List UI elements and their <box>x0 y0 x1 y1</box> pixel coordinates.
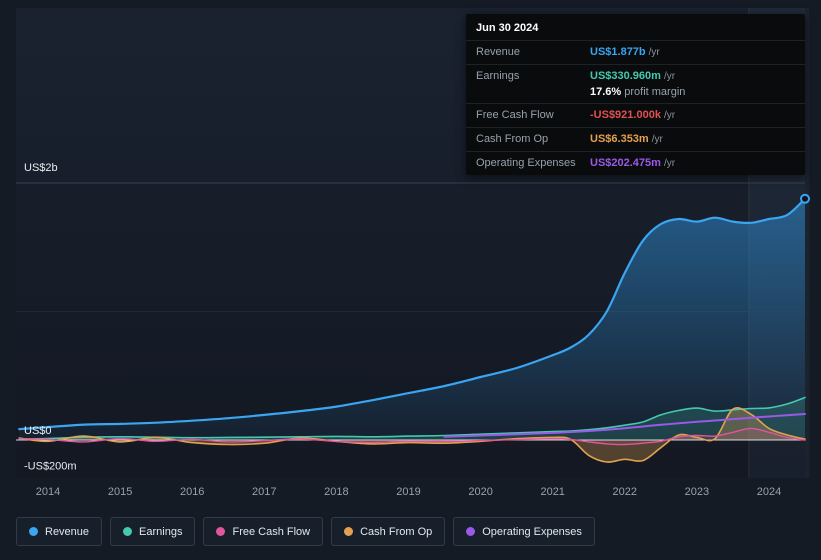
legend-item-operating-expenses[interactable]: Operating Expenses <box>453 517 595 546</box>
legend-label-earnings: Earnings <box>139 525 183 538</box>
earnings-line <box>18 396 806 440</box>
tooltip-row-cash-from-op: Cash From Op US$6.353m/yr <box>466 127 805 151</box>
x-axis-label: 2021 <box>540 486 564 498</box>
tooltip-suffix-free-cash-flow: /yr <box>663 110 676 121</box>
opex-line <box>443 413 806 438</box>
x-axis-label: 2014 <box>36 486 60 498</box>
tooltip-label-cash-from-op: Cash From Op <box>476 133 549 145</box>
tooltip-suffix-earnings: /yr <box>663 71 676 82</box>
revenue-end-marker <box>800 193 810 204</box>
legend-item-free-cash-flow[interactable]: Free Cash Flow <box>203 517 324 546</box>
y-axis-label: -US$200m <box>24 461 77 473</box>
earnings-dot-icon <box>123 527 133 536</box>
x-axis-label: 2016 <box>180 486 204 498</box>
tooltip-row-revenue: Revenue US$1.877b/yr <box>466 40 805 64</box>
tooltip-label-earnings: Earnings <box>476 70 520 82</box>
tooltip-value-free-cash-flow: -US$921.000k <box>590 109 661 121</box>
tooltip-date: Jun 30 2024 <box>476 22 539 34</box>
legend-item-revenue[interactable]: Revenue <box>16 517 103 546</box>
cashop-line <box>18 407 806 463</box>
tooltip-value-operating-expenses: US$202.475m <box>590 157 661 169</box>
operating-expenses-dot-icon <box>466 527 476 536</box>
x-axis-label: 2023 <box>685 486 709 498</box>
legend-item-cash-from-op[interactable]: Cash From Op <box>331 517 446 546</box>
revenue-area <box>19 198 805 440</box>
tooltip-label-revenue: Revenue <box>476 46 521 58</box>
legend-label-revenue: Revenue <box>45 525 90 538</box>
legend-item-earnings[interactable]: Earnings <box>110 517 196 546</box>
x-axis-label: 2019 <box>396 486 420 498</box>
x-axis-label: 2017 <box>252 486 276 498</box>
tooltip-label-free-cash-flow: Free Cash Flow <box>476 109 554 121</box>
revenue-dot-icon <box>29 527 38 536</box>
x-axis-label: 2022 <box>613 486 637 498</box>
chart-legend: Revenue Earnings Free Cash Flow Cash Fro… <box>16 517 595 546</box>
y-axis-label: US$2b <box>24 162 58 174</box>
x-axis-label: 2024 <box>757 486 781 498</box>
x-axis-label: 2020 <box>468 486 492 498</box>
tooltip-value-earnings: US$330.960m <box>590 70 661 82</box>
chart-tooltip: Jun 30 2024 Revenue US$1.877b/yr Earning… <box>466 14 805 175</box>
y-axis-label: US$0 <box>24 425 52 437</box>
cashop-area <box>19 407 805 463</box>
tooltip-row-free-cash-flow: Free Cash Flow -US$921.000k/yr <box>466 103 805 127</box>
x-axis-label: 2015 <box>108 486 132 498</box>
tooltip-suffix-cash-from-op: /yr <box>651 134 663 145</box>
legend-label-operating-expenses: Operating Expenses <box>482 525 582 538</box>
fcf-line <box>18 427 806 446</box>
cash-from-op-dot-icon <box>344 527 354 536</box>
tooltip-label-operating-expenses: Operating Expenses <box>476 157 576 169</box>
tooltip-suffix-revenue: /yr <box>648 47 660 58</box>
tooltip-row-operating-expenses: Operating Expenses US$202.475m/yr <box>466 151 805 175</box>
x-axis-label: 2018 <box>324 486 348 498</box>
revenue-line <box>18 197 807 431</box>
tooltip-row-earnings: Earnings US$330.960m/yr 17.6% profit mar… <box>466 64 805 103</box>
tooltip-profit-margin: 17.6% profit margin <box>590 86 686 98</box>
free-cash-flow-dot-icon <box>216 527 226 536</box>
tooltip-value-cash-from-op: US$6.353m <box>590 133 649 145</box>
tooltip-value-revenue: US$1.877b <box>590 46 646 58</box>
tooltip-suffix-operating-expenses: /yr <box>663 158 676 169</box>
legend-label-free-cash-flow: Free Cash Flow <box>232 525 311 538</box>
legend-label-cash-from-op: Cash From Op <box>360 525 433 538</box>
